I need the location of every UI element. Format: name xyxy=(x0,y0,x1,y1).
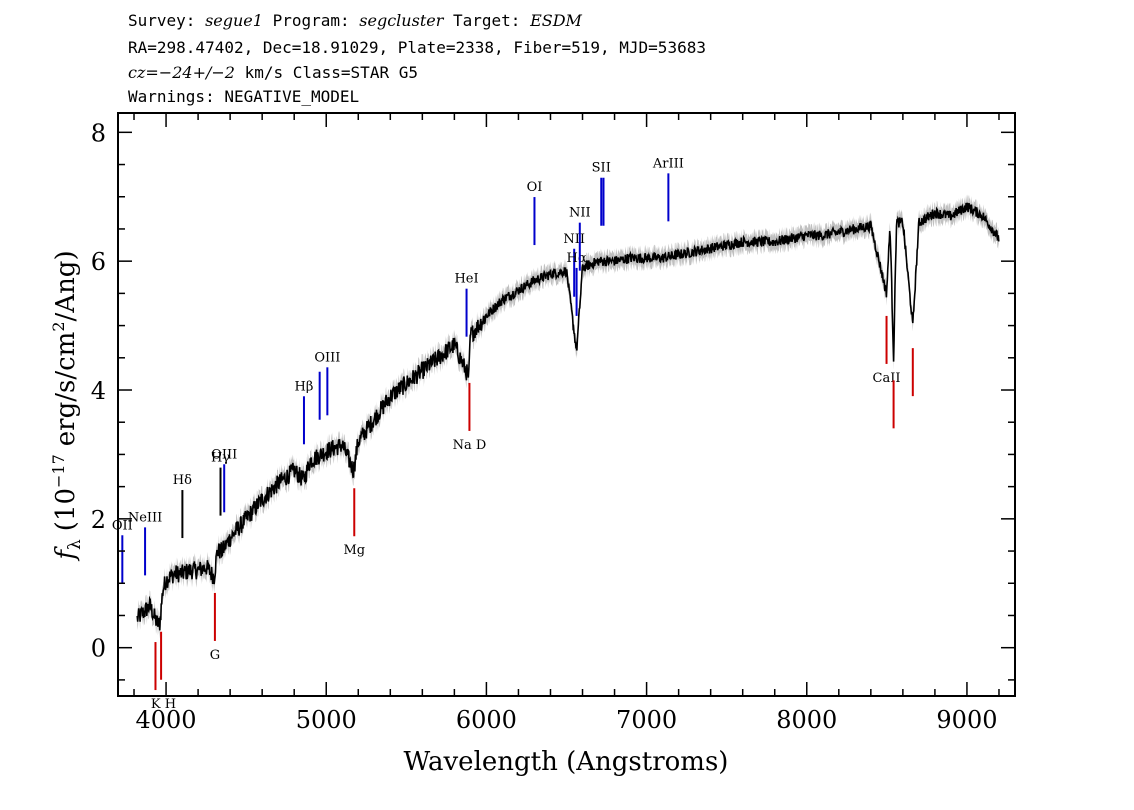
program-value: segcluster xyxy=(359,11,444,30)
x-tick-label: 6000 xyxy=(456,706,517,734)
y-axis-lambda: λ xyxy=(65,539,85,550)
plot-frame xyxy=(117,112,1016,697)
emission-line-label: ArIII xyxy=(652,156,684,171)
y-tick-label: 8 xyxy=(91,119,106,147)
emission-line-label: OI xyxy=(527,180,543,195)
emission-line-label: Hγ xyxy=(211,451,230,466)
emission-line-label: Hδ xyxy=(173,473,192,488)
y-axis-title: fλ(10−17erg/s/cm2/Ang) xyxy=(49,250,85,561)
emission-line-label: NeIII xyxy=(128,510,162,525)
y-axis-units: erg/s/cm xyxy=(51,332,81,447)
y-tick-label: 0 xyxy=(91,635,106,663)
cz-value: −24+/−2 xyxy=(158,63,235,82)
header-line-2: RA=298.47402, Dec=18.91029, Plate=2338, … xyxy=(128,38,706,57)
flux-series xyxy=(136,202,1000,631)
y-axis-sq: 2 xyxy=(49,321,68,331)
x-tick-label: 8000 xyxy=(776,706,837,734)
emission-line-label: HeI xyxy=(454,272,478,287)
absorption-line-label: G xyxy=(210,648,220,663)
x-tick-label: 5000 xyxy=(296,706,357,734)
emission-line-label: Hβ xyxy=(295,379,314,394)
absorption-line-label: CaII xyxy=(873,371,901,386)
emission-line-label: SII xyxy=(592,161,611,176)
header-line-4: Warnings: NEGATIVE_MODEL xyxy=(128,87,360,106)
y-tick-labels: 0 2 4 6 8 xyxy=(91,119,106,662)
absorption-line-label: K H xyxy=(151,697,176,712)
survey-label: Survey: xyxy=(128,11,196,30)
x-tick-label: 4000 xyxy=(136,706,197,734)
target-label: Target: xyxy=(453,11,521,30)
program-label: Program: xyxy=(272,11,350,30)
spectrum-line xyxy=(136,202,1000,631)
emission-line-label: NII xyxy=(569,206,591,221)
absorption-line-label: Mg xyxy=(343,543,365,558)
header-line-3: cz=−24+/−2 km/s Class=STAR G5 xyxy=(128,64,418,82)
emission-line-label: OIII xyxy=(211,447,237,462)
target-value: ESDM xyxy=(530,11,582,30)
y-tick-label: 6 xyxy=(91,248,106,276)
x-axis-title: Wavelength (Angstroms) xyxy=(404,747,729,777)
cz-rest: km/s Class=STAR G5 xyxy=(234,63,418,82)
axis-ticks xyxy=(118,113,1015,696)
y-axis-paren: (10 xyxy=(51,488,81,531)
y-tick-label: 4 xyxy=(91,377,106,405)
y-axis-tail: /Ang) xyxy=(51,250,81,321)
x-tick-labels: 4000 5000 6000 7000 8000 9000 xyxy=(136,706,998,734)
x-tick-label: 7000 xyxy=(616,706,677,734)
x-tick-label: 9000 xyxy=(936,706,997,734)
emission-line-label: Hα xyxy=(567,251,587,266)
cz-label: cz= xyxy=(128,63,159,82)
y-axis-exp: −17 xyxy=(49,454,68,488)
absorption-line-label: Na D xyxy=(453,438,487,453)
emission-line-label: NII xyxy=(563,232,585,247)
survey-value: segue1 xyxy=(205,11,263,30)
header-line-1: Survey: segue1 Program: segcluster Targe… xyxy=(128,12,582,30)
y-tick-label: 2 xyxy=(91,506,106,534)
emission-line-label: OIII xyxy=(314,350,340,365)
